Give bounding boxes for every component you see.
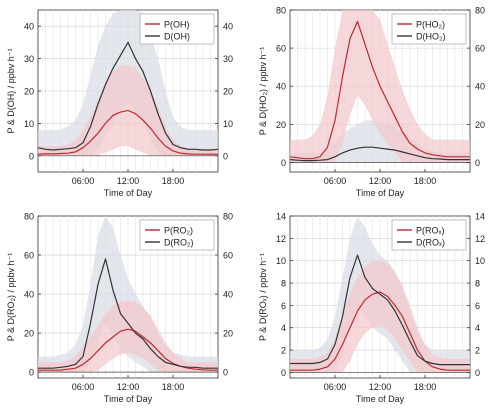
legend-label-destruction: D(ROₓ) — [416, 238, 445, 248]
panel-2: 0 0 20 20 40 40 60 60 80 80 06:00 12:00 18:00 Time of… — [258, 6, 485, 199]
uncertainty-band-destruction — [38, 216, 218, 373]
x-tick-label: 12:00 — [369, 382, 392, 392]
y-tick-label-left: 8 — [281, 279, 286, 289]
y-tick-label-left: 20 — [276, 120, 286, 130]
y-tick-label-right: 6 — [475, 301, 480, 311]
y-tick-label-left: 40 — [24, 290, 34, 300]
y-tick-label-right: 20 — [223, 87, 233, 97]
y-axis-label: P & D(OH) / ppbv h⁻¹ — [6, 48, 16, 133]
y-tick-label-left: 60 — [276, 44, 286, 54]
series-line-production — [290, 291, 470, 371]
legend-label-destruction: D(HO₂) — [416, 32, 446, 42]
y-tick-label-left: 2 — [281, 346, 286, 356]
y-tick-label-left: 4 — [281, 323, 286, 333]
y-tick-label-right: 40 — [223, 290, 233, 300]
legend-label-production: P(OH) — [164, 20, 190, 30]
y-tick-label-right: 10 — [223, 119, 233, 129]
x-tick-label: 06:00 — [324, 176, 347, 186]
y-tick-label-right: 20 — [223, 329, 233, 339]
x-tick-label: 12:00 — [369, 176, 392, 186]
x-axis-label: Time of Day — [356, 188, 405, 198]
y-tick-label-left: 14 — [276, 212, 286, 222]
y-axis-label: P & D(ROₓ) / ppbv h⁻¹ — [258, 253, 268, 341]
x-axis-label: Time of Day — [356, 394, 405, 404]
y-tick-label-right: 10 — [475, 256, 485, 266]
y-tick-label-right: 0 — [475, 158, 480, 168]
y-tick-label-left: 12 — [276, 234, 286, 244]
y-tick-label-left: 20 — [24, 329, 34, 339]
y-tick-label-right: 0 — [475, 368, 480, 378]
x-axis-label: Time of Day — [104, 394, 153, 404]
y-tick-label-right: 0 — [223, 151, 228, 161]
x-tick-label: 06:00 — [72, 176, 95, 186]
y-axis-label: P & D(RO₂) / ppbv h⁻¹ — [6, 253, 16, 342]
x-tick-label: 06:00 — [72, 382, 95, 392]
y-tick-label-right: 30 — [223, 54, 233, 64]
y-axis-label: P & D(HO₂) / ppbv h⁻¹ — [258, 47, 268, 136]
y-tick-label-right: 60 — [475, 44, 485, 54]
y-tick-label-right: 2 — [475, 346, 480, 356]
y-tick-label-left: 0 — [29, 368, 34, 378]
y-tick-label-left: 0 — [281, 368, 286, 378]
series-line-destruction — [289, 146, 470, 162]
y-tick-label-left: 30 — [24, 54, 34, 64]
x-tick-label: 12:00 — [117, 176, 140, 186]
legend-box — [139, 13, 215, 45]
x-axis-label: Time of Day — [104, 188, 153, 198]
legend-label-destruction: D(OH) — [164, 32, 190, 42]
legend-box — [391, 219, 467, 251]
y-tick-label-right: 14 — [475, 212, 485, 222]
y-tick-label-right: 20 — [475, 120, 485, 130]
y-tick-label-left: 0 — [281, 158, 286, 168]
legend-box — [391, 13, 467, 45]
y-tick-label-right: 12 — [475, 234, 485, 244]
panel-1: 0 0 10 10 20 20 30 30 40 40 06:00 12:00 18:00 Time of… — [6, 9, 233, 198]
legend-label-production: P(RO₂) — [164, 226, 193, 236]
x-tick-label: 18:00 — [414, 382, 437, 392]
y-tick-label-left: 40 — [24, 22, 34, 32]
series-line-destruction — [37, 41, 219, 151]
y-tick-label-right: 40 — [223, 22, 233, 32]
y-tick-label-left: 80 — [276, 6, 286, 16]
y-tick-label-left: 20 — [24, 87, 34, 97]
legend: P(RO₂) D(RO₂) — [139, 219, 215, 251]
y-tick-label-left: 80 — [24, 212, 34, 222]
y-tick-label-right: 8 — [475, 279, 480, 289]
y-tick-label-left: 6 — [281, 301, 286, 311]
y-tick-label-right: 80 — [223, 212, 233, 222]
x-tick-label: 18:00 — [414, 176, 437, 186]
legend-label-production: P(HO₂) — [416, 20, 445, 30]
y-tick-label-left: 10 — [276, 256, 286, 266]
series-line-destruction — [38, 258, 218, 369]
series-line-production — [289, 20, 470, 160]
panel-4: 0 0 2 2 4 4 6 6 8 8 10 10 12 12 14 14 06:00 12:00 18:00 Tim… — [258, 212, 485, 405]
legend: P(OH) D(OH) — [139, 13, 215, 45]
y-tick-label-right: 80 — [475, 6, 485, 16]
series-line-production — [37, 109, 218, 155]
legend: P(HO₂) D(HO₂) — [391, 13, 467, 45]
legend-box — [139, 219, 215, 251]
y-tick-label-left: 10 — [24, 119, 34, 129]
y-tick-label-left: 60 — [24, 251, 34, 261]
panel-3: 0 0 20 20 40 40 60 60 80 80 06:00 12:00 18:00 Time of… — [6, 212, 233, 405]
y-tick-label-right: 4 — [475, 323, 480, 333]
series-line-production — [38, 328, 218, 371]
y-tick-label-right: 60 — [223, 251, 233, 261]
x-tick-label: 12:00 — [117, 382, 140, 392]
legend-label-destruction: D(RO₂) — [164, 238, 194, 248]
y-tick-label-left: 40 — [276, 82, 286, 92]
x-tick-label: 18:00 — [162, 382, 185, 392]
x-tick-label: 18:00 — [162, 176, 185, 186]
series-line-destruction — [290, 254, 470, 366]
y-tick-label-left: 0 — [29, 151, 34, 161]
y-tick-label-right: 0 — [223, 368, 228, 378]
y-tick-label-right: 40 — [475, 82, 485, 92]
x-tick-label: 06:00 — [324, 382, 347, 392]
legend-label-production: P(ROₓ) — [416, 226, 444, 236]
legend: P(ROₓ) D(ROₓ) — [391, 219, 467, 251]
